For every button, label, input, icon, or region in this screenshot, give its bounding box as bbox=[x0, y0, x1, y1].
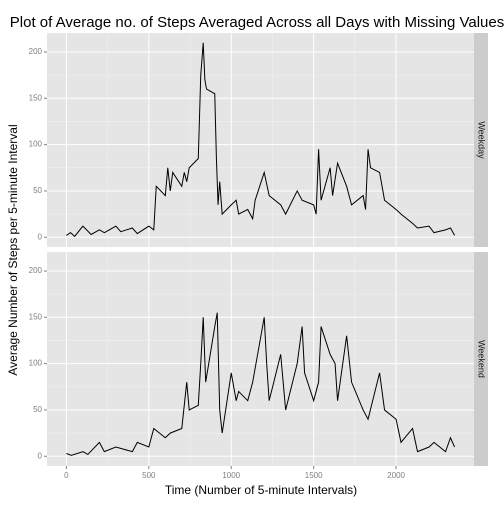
y-tick-label: 200 bbox=[29, 47, 43, 56]
line bbox=[66, 312, 456, 456]
strip-label: Weekend bbox=[477, 340, 487, 378]
y-tick-label: 0 bbox=[38, 451, 43, 460]
y-tick-label: 150 bbox=[29, 93, 43, 102]
y-tick-label: 100 bbox=[29, 359, 43, 368]
x-tick-label: 500 bbox=[142, 471, 156, 480]
panel-background bbox=[47, 252, 474, 466]
chart-title: Plot of Average no. of Steps Averaged Ac… bbox=[10, 14, 504, 31]
strip bbox=[474, 33, 488, 247]
line bbox=[66, 42, 456, 238]
y-axis-label: Average Number of Steps per 5-minute Int… bbox=[6, 124, 20, 375]
y-tick-label: 0 bbox=[38, 232, 43, 241]
x-tick-label: 1500 bbox=[305, 471, 323, 480]
panel-background bbox=[47, 33, 474, 247]
y-tick-label: 150 bbox=[29, 312, 43, 321]
x-tick-label: 2000 bbox=[387, 471, 405, 480]
y-tick-label: 50 bbox=[33, 186, 42, 195]
strip bbox=[474, 252, 488, 466]
strip-label: Weekday bbox=[477, 121, 487, 159]
y-tick-label: 200 bbox=[29, 266, 43, 275]
x-axis-label: Time (Number of 5-minute Intervals) bbox=[165, 483, 357, 497]
y-tick-label: 50 bbox=[33, 405, 42, 414]
x-tick-label: 0 bbox=[64, 471, 69, 480]
x-tick-label: 1000 bbox=[222, 471, 240, 480]
y-tick-label: 100 bbox=[29, 140, 43, 149]
